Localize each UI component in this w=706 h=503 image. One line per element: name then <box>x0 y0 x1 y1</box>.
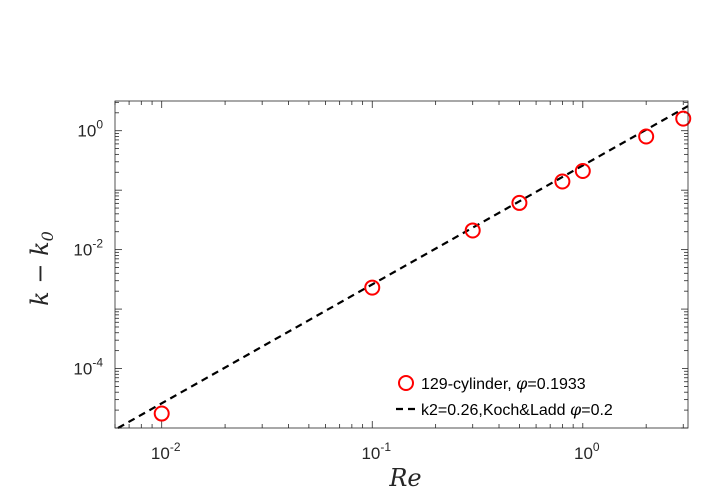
y-tick-label: 100 <box>77 118 103 141</box>
legend-box <box>388 367 682 423</box>
scatter-point <box>464 222 481 239</box>
x-axis-label: Re <box>388 464 421 492</box>
x-tick-label: 100 <box>574 440 600 463</box>
scatter-point <box>511 194 528 211</box>
x-tick-label: 10-1 <box>361 440 391 463</box>
scatter-point <box>574 163 591 180</box>
ticks-layer <box>114 101 688 429</box>
plot-frame <box>114 100 689 429</box>
ticklabel-layer: 10-2 10-1 100 10-4 10-2 100 <box>73 118 600 463</box>
legend-marker-scatter <box>398 375 414 391</box>
x-tick-label: 10-2 <box>151 440 181 463</box>
scatter-point <box>554 173 571 190</box>
scatter-point <box>153 405 170 422</box>
legend-label-scatter: 129-cylinder, φ=0.1933 <box>421 374 586 393</box>
series-layer <box>117 105 692 429</box>
y-axis-label: k − k0 <box>26 231 57 306</box>
scatter-point <box>675 110 692 127</box>
scatter-point <box>638 128 655 145</box>
scatter-point <box>364 279 381 296</box>
legend-label-line: k2=0.26,Koch&Ladd φ=0.2 <box>421 400 613 419</box>
series-line-koch-ladd <box>117 105 689 429</box>
y-tick-label: 10-4 <box>73 356 103 379</box>
y-tick-label: 10-2 <box>73 237 103 260</box>
legend: 129-cylinder, φ=0.1933 k2=0.26,Koch&Ladd… <box>388 367 682 423</box>
